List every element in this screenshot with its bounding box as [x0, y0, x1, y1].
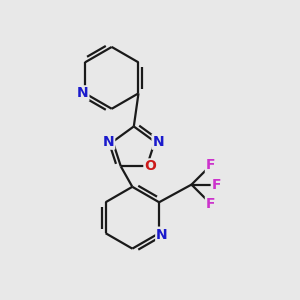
Text: O: O [144, 159, 156, 173]
Text: N: N [152, 135, 164, 149]
Text: F: F [206, 197, 215, 211]
Text: F: F [212, 178, 221, 192]
Text: N: N [156, 228, 168, 242]
Text: N: N [77, 86, 88, 100]
Text: N: N [103, 135, 114, 149]
Text: F: F [206, 158, 215, 172]
